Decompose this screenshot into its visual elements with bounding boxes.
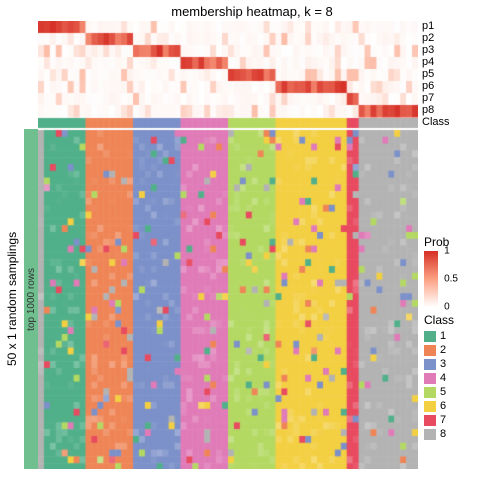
class-legend-item: 2 <box>424 343 504 357</box>
row-strip-label: top 1000 rows <box>26 268 37 331</box>
class-swatch-label: 1 <box>440 330 446 342</box>
class-swatch <box>424 345 436 356</box>
class-legend-item: 6 <box>424 399 504 413</box>
prob-tick-1: 1 <box>444 246 450 257</box>
class-legend-title: Class <box>424 313 504 327</box>
class-legend-item: 3 <box>424 357 504 371</box>
class-swatch <box>424 401 436 412</box>
row-strip-body: top 1000 rows <box>24 129 38 469</box>
heatmap-canvas <box>38 21 418 469</box>
class-swatch-label: 6 <box>440 400 446 412</box>
right-column: p1p2p3p4p5p6p7p8Class Prob 1 0.5 0 Class… <box>418 21 504 469</box>
prob-tick-0: 0 <box>444 302 450 313</box>
center-column <box>38 21 418 469</box>
p-row-label: p2 <box>422 33 504 45</box>
class-swatch-label: 8 <box>440 428 446 440</box>
p-row-labels: p1p2p3p4p5p6p7p8Class <box>418 21 504 129</box>
chart-title: membership heatmap, k = 8 <box>0 0 504 21</box>
p-row-label: p4 <box>422 57 504 69</box>
class-swatch <box>424 373 436 384</box>
p-row-label: p1 <box>422 21 504 33</box>
chart-layout: 50 x 1 random samplings top 1000 rows p1… <box>0 21 504 469</box>
class-legend: Class 1 2 3 4 5 6 7 8 <box>418 307 504 441</box>
class-swatch-label: 5 <box>440 386 446 398</box>
class-swatch-label: 2 <box>440 344 446 356</box>
row-spacer-top <box>24 21 38 129</box>
prob-legend: Prob 1 0.5 0 <box>418 229 504 307</box>
class-legend-item: 5 <box>424 385 504 399</box>
class-legend-item: 4 <box>424 371 504 385</box>
prob-legend-title: Prob <box>424 235 504 249</box>
class-row-label: Class <box>422 117 504 129</box>
row-annotation-strip: top 1000 rows <box>24 21 38 469</box>
p-row-label: p5 <box>422 69 504 81</box>
sampling-label: 50 x 1 random samplings <box>0 129 24 469</box>
class-swatch-label: 7 <box>440 414 446 426</box>
class-swatch <box>424 331 436 342</box>
class-legend-item: 8 <box>424 427 504 441</box>
left-spacer-top <box>0 21 24 129</box>
p-row-label: p7 <box>422 93 504 105</box>
prob-gradient-bar <box>424 251 438 307</box>
class-swatch <box>424 429 436 440</box>
class-swatch <box>424 359 436 370</box>
left-annotation-column: 50 x 1 random samplings <box>0 21 24 469</box>
p-row-label: p6 <box>422 81 504 93</box>
class-legend-item: 7 <box>424 413 504 427</box>
class-swatch <box>424 387 436 398</box>
class-swatch-label: 4 <box>440 372 446 384</box>
class-legend-item: 1 <box>424 329 504 343</box>
p-row-label: p3 <box>422 45 504 57</box>
class-swatch <box>424 415 436 426</box>
class-swatch-label: 3 <box>440 358 446 370</box>
prob-tick-05: 0.5 <box>444 274 458 285</box>
